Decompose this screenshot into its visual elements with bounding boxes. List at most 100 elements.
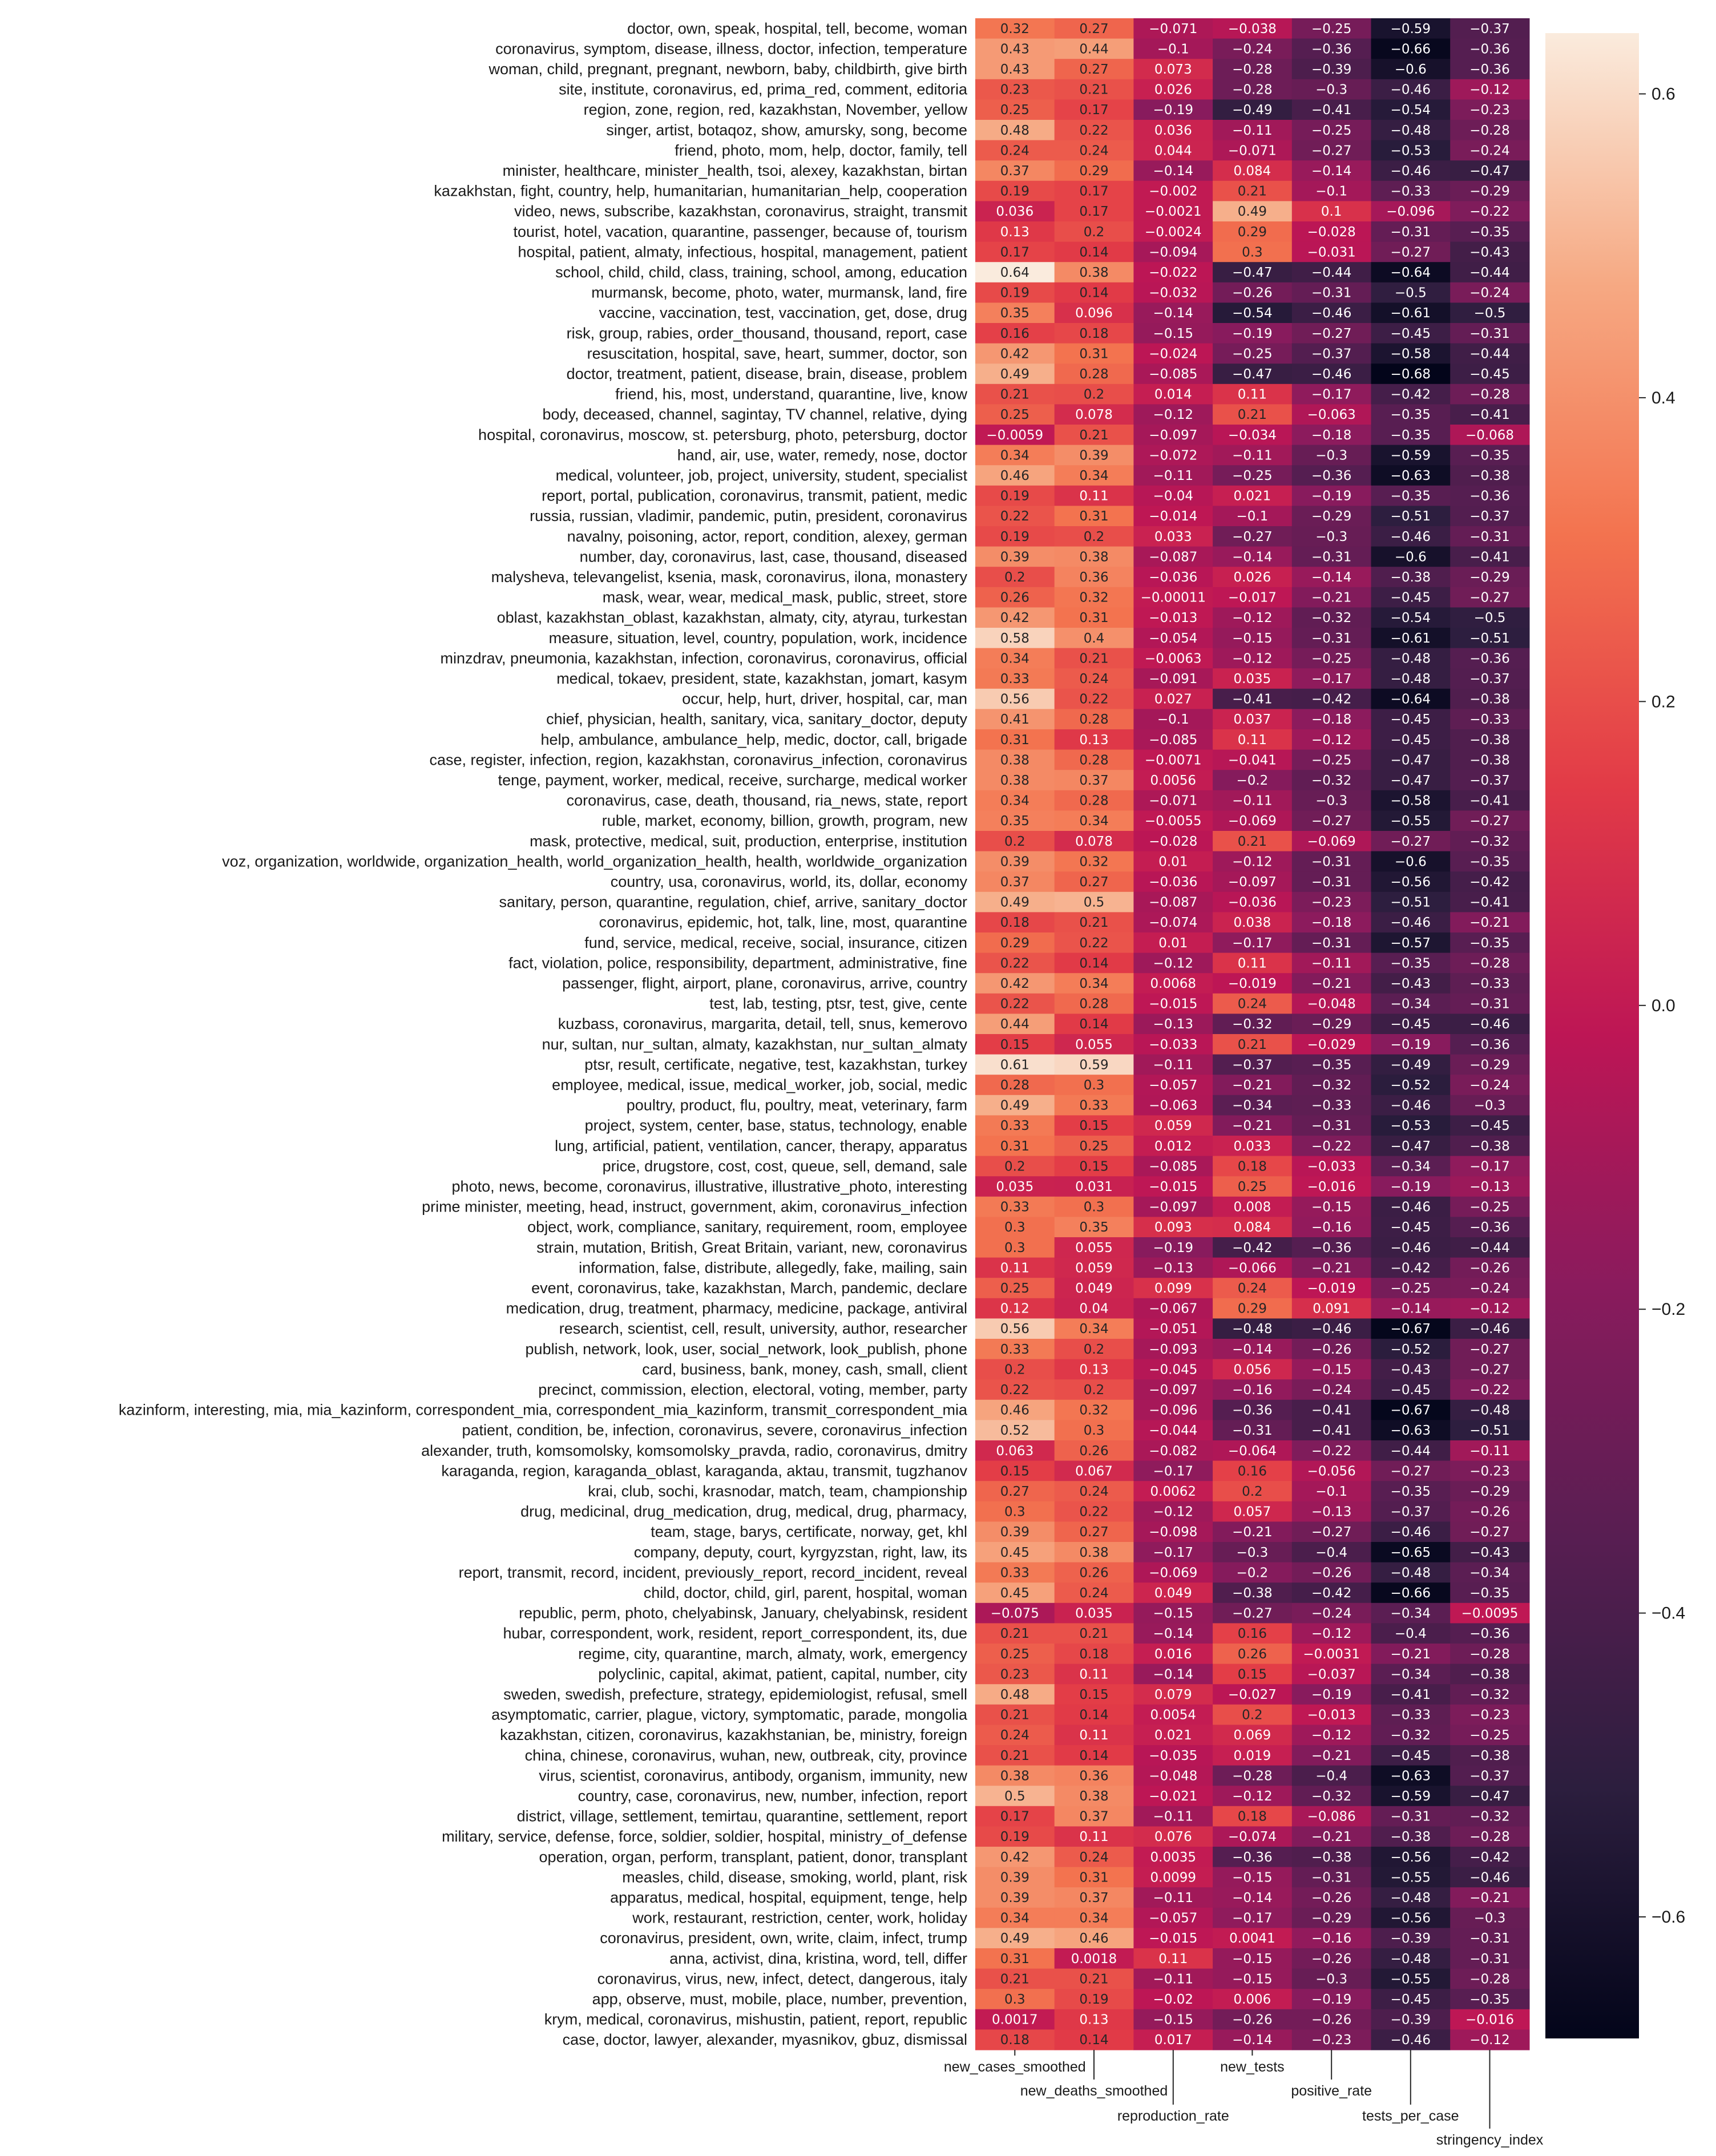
cell-value: −0.056	[1307, 1464, 1356, 1479]
row-label: medical, tokaev, president, state, kazak…	[556, 670, 967, 687]
cell-value: 0.24	[1238, 997, 1267, 1012]
cell-value: 0.31	[1079, 611, 1108, 625]
heatmap-cell	[1213, 1440, 1293, 1461]
heatmap-cell	[1371, 343, 1451, 364]
cell-value: −0.1	[1315, 1484, 1347, 1499]
cell-value: −0.36	[1469, 1220, 1509, 1235]
heatmap-cell	[1450, 465, 1530, 486]
cell-value: 0.49	[1238, 204, 1267, 219]
heatmap-cell	[1371, 1644, 1451, 1665]
cell-value: 0.42	[1000, 611, 1029, 625]
heatmap-cell	[1291, 912, 1372, 933]
cell-value: −0.14	[1153, 306, 1193, 321]
cell-value: −0.58	[1391, 794, 1431, 809]
heatmap-cell	[1133, 1928, 1213, 1949]
heatmap-cell	[1450, 282, 1530, 303]
column-label: new_deaths_smoothed	[1020, 2083, 1168, 2099]
heatmap-cell	[1371, 1095, 1451, 1116]
cell-value: 0.2	[1084, 1383, 1105, 1398]
cell-value: 0.17	[1000, 245, 1029, 260]
cell-value: −0.63	[1391, 469, 1431, 483]
heatmap-cell	[1054, 38, 1134, 59]
cell-value: −0.39	[1391, 2013, 1431, 2028]
heatmap-cell	[1450, 587, 1530, 608]
heatmap-cell	[1213, 1176, 1293, 1197]
heatmap-cell	[1054, 465, 1134, 486]
row-label: child, doctor, child, girl, parent, hosp…	[644, 1584, 967, 1601]
cell-value: 0.46	[1000, 1403, 1029, 1418]
heatmap-cell	[1054, 1217, 1134, 1238]
cell-value: 0.36	[1079, 570, 1108, 585]
heatmap-cell	[1450, 709, 1530, 730]
heatmap-cell	[1054, 952, 1134, 974]
heatmap-cell	[1371, 831, 1451, 852]
cell-value: −0.022	[1149, 265, 1197, 280]
cell-value: 0.34	[1079, 814, 1108, 829]
heatmap-cell	[1371, 221, 1451, 243]
cell-value: −0.11	[1153, 1810, 1193, 1824]
heatmap-cell	[1133, 1420, 1213, 1441]
cell-value: 0.42	[1000, 976, 1029, 991]
heatmap-cell	[1450, 1379, 1530, 1400]
cell-value: 0.0062	[1150, 1484, 1196, 1499]
heatmap-cell	[1371, 1359, 1451, 1380]
colorbar-tick-label: 0.0	[1652, 996, 1675, 1015]
cell-value: −0.17	[1311, 387, 1351, 402]
cell-value: 0.0018	[1071, 1952, 1117, 1967]
cell-value: −0.041	[1228, 753, 1277, 768]
cell-value: 0.2	[1084, 387, 1105, 402]
cell-value: 0.18	[1079, 1647, 1108, 1662]
row-label: strain, mutation, British, Great Britain…	[536, 1239, 967, 1256]
heatmap-cell	[1133, 262, 1213, 283]
heatmap-cell	[1133, 1217, 1213, 1238]
heatmap-cell	[1450, 120, 1530, 141]
heatmap-cell	[1133, 1440, 1213, 1461]
heatmap-cell	[1133, 729, 1213, 750]
cell-value: −0.085	[1149, 733, 1197, 748]
cell-value: −0.11	[1153, 1972, 1193, 1987]
column-label: tests_per_case	[1362, 2108, 1459, 2124]
cell-value: −0.19	[1153, 103, 1193, 118]
heatmap-cell	[1450, 262, 1530, 283]
heatmap-cell	[1450, 607, 1530, 628]
heatmap-cell	[1450, 201, 1530, 222]
cell-value: −0.46	[1469, 1322, 1509, 1337]
heatmap-cell	[1213, 1054, 1293, 1075]
cell-value: −0.032	[1149, 286, 1197, 301]
heatmap-cell	[975, 1948, 1055, 1969]
cell-value: −0.4	[1395, 1626, 1427, 1641]
cell-value: −0.34	[1391, 1667, 1431, 1682]
heatmap-cell	[1054, 1034, 1134, 1055]
heatmap-cell	[975, 262, 1055, 283]
heatmap-cell	[1291, 465, 1372, 486]
cell-value: −0.1	[1157, 42, 1189, 56]
heatmap-cell	[1133, 1460, 1213, 1481]
cell-value: 0.31	[1000, 733, 1029, 748]
heatmap-cell	[1133, 628, 1213, 649]
cell-value: −0.086	[1307, 1810, 1356, 1824]
heatmap-cell	[1213, 749, 1293, 770]
heatmap-cell	[1291, 1887, 1372, 1908]
cell-value: 0.006	[1233, 1992, 1271, 2007]
row-label: kuzbass, coronavirus, margarita, detail,…	[558, 1015, 967, 1032]
cell-value: −0.37	[1469, 22, 1509, 37]
heatmap-cell	[1133, 1948, 1213, 1969]
cell-value: 0.019	[1233, 1749, 1271, 1763]
heatmap-cell	[975, 628, 1055, 649]
heatmap-cell	[1371, 770, 1451, 791]
heatmap-cell	[1291, 1460, 1372, 1481]
cell-value: −0.22	[1469, 1383, 1509, 1398]
heatmap-cell	[1133, 425, 1213, 446]
heatmap-cell	[1213, 1481, 1293, 1502]
cell-value: 0.64	[1000, 265, 1029, 280]
row-label: coronavirus, virus, new, infect, detect,…	[597, 1970, 968, 1987]
cell-value: −0.25	[1311, 22, 1351, 37]
cell-value: −0.36	[1469, 62, 1509, 77]
heatmap-cell	[1213, 587, 1293, 608]
cell-value: 0.3	[1004, 1220, 1025, 1235]
cell-value: −0.27	[1391, 245, 1431, 260]
heatmap-cell	[1054, 1989, 1134, 2010]
heatmap-cell	[1133, 445, 1213, 466]
heatmap-cell	[1213, 1014, 1293, 1035]
cell-value: 0.27	[1079, 22, 1108, 37]
